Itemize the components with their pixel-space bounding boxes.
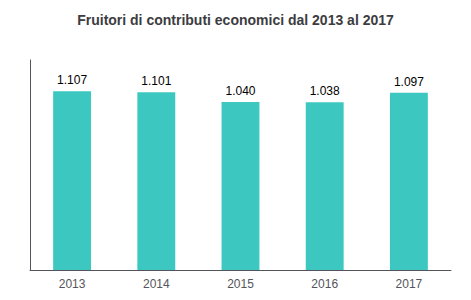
svg-text:1.040: 1.040	[225, 84, 255, 98]
svg-text:2013: 2013	[59, 277, 86, 291]
svg-text:Fruitori di contributi economi: Fruitori di contributi economici dal 201…	[77, 12, 394, 28]
svg-text:1.038: 1.038	[310, 84, 340, 98]
svg-text:1.097: 1.097	[394, 75, 424, 89]
svg-text:1.107: 1.107	[57, 73, 87, 87]
svg-text:2014: 2014	[143, 277, 170, 291]
svg-text:2017: 2017	[396, 277, 423, 291]
svg-text:2015: 2015	[227, 277, 254, 291]
svg-text:1.101: 1.101	[141, 74, 171, 88]
svg-text:2016: 2016	[311, 277, 338, 291]
